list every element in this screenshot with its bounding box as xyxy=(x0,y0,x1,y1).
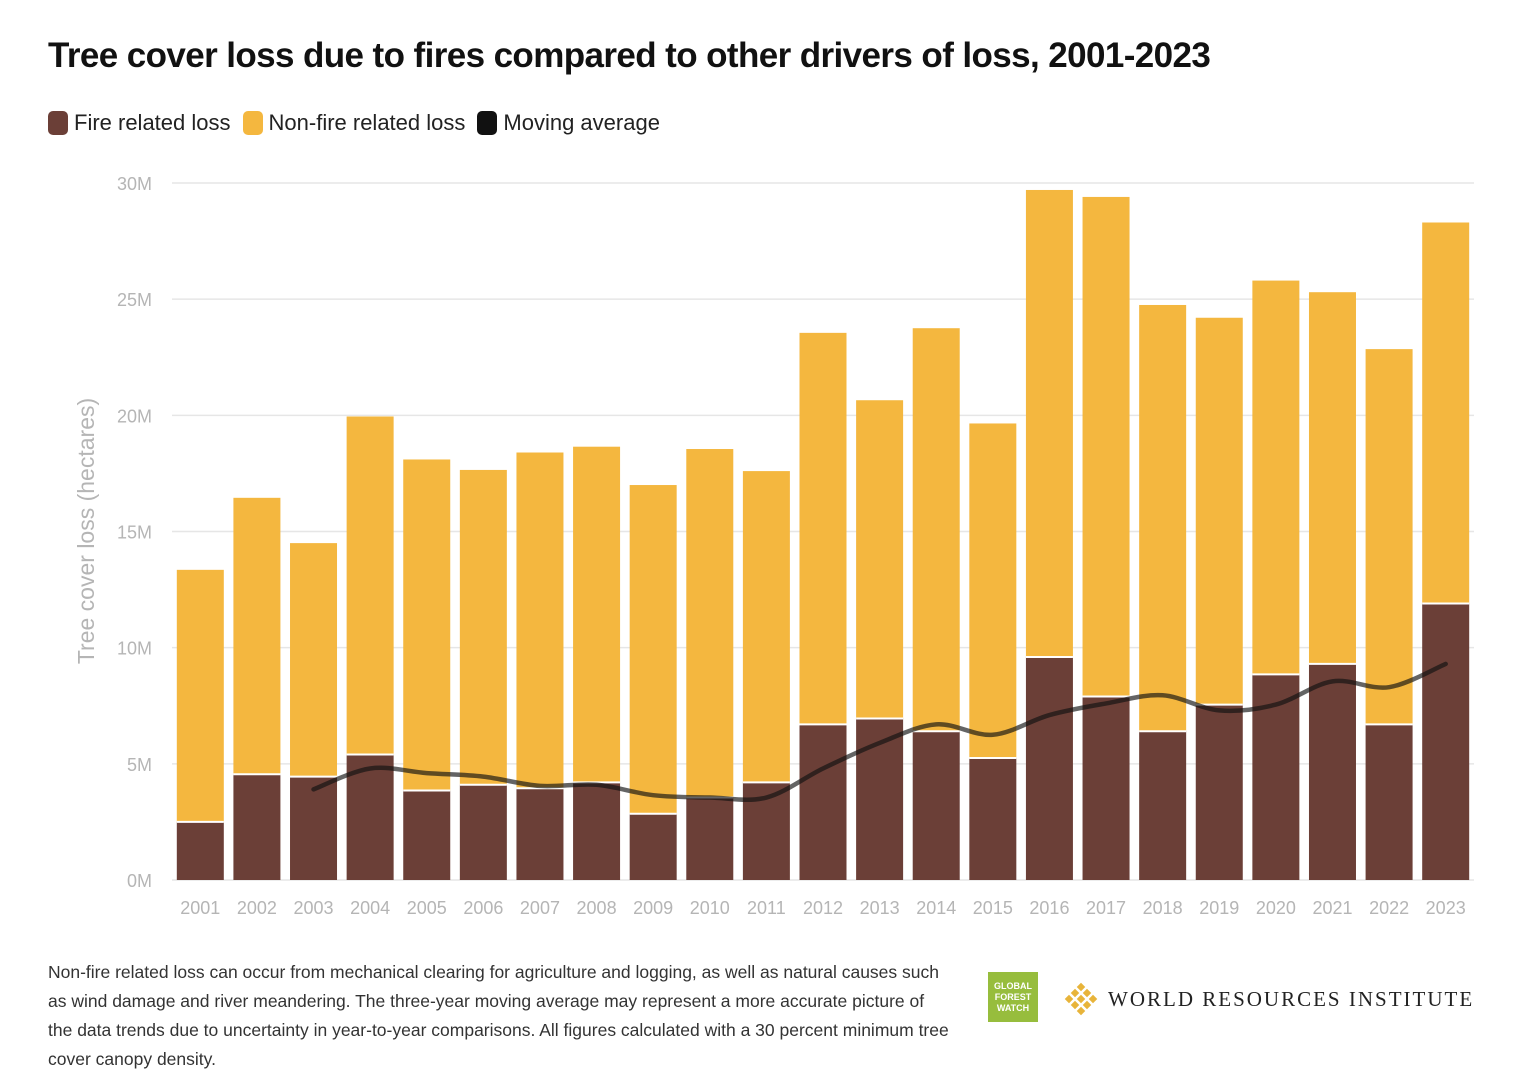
x-tick-label: 2012 xyxy=(803,898,843,918)
y-axis-label: Tree cover loss (hectares) xyxy=(73,398,99,664)
bar-fire-2016 xyxy=(1025,656,1073,880)
x-tick-label: 2023 xyxy=(1426,898,1466,918)
bar-non-fire-2022 xyxy=(1365,349,1413,725)
footnote: Non-fire related loss can occur from mec… xyxy=(48,962,949,1069)
legend-swatch-fire xyxy=(48,111,68,135)
y-tick-label: 30M xyxy=(117,174,152,194)
bar-non-fire-2016 xyxy=(1025,189,1073,657)
bar-non-fire-2001 xyxy=(176,569,224,822)
bar-non-fire-2017 xyxy=(1082,196,1130,697)
x-tick-label: 2015 xyxy=(973,898,1013,918)
legend-item-fire: Fire related loss xyxy=(48,110,231,136)
legend-label-non-fire: Non-fire related loss xyxy=(268,110,466,135)
bar-fire-2023 xyxy=(1422,603,1470,880)
x-tick-label: 2002 xyxy=(237,898,277,918)
moving-average-line xyxy=(311,661,1448,803)
bar-non-fire-2004 xyxy=(346,416,394,755)
bar-non-fire-2005 xyxy=(403,459,451,791)
wri-name: WORLD RESOURCES INSTITUTE xyxy=(1108,986,1475,1011)
bar-non-fire-2023 xyxy=(1422,222,1470,604)
bar-fire-2006 xyxy=(459,784,507,880)
y-tick-label: 0M xyxy=(127,871,152,891)
legend: Fire related loss Non-fire related loss … xyxy=(48,110,672,136)
x-tick-label: 2004 xyxy=(350,898,390,918)
x-tick-label: 2021 xyxy=(1312,898,1352,918)
global-forest-watch-logo: GLOBAL FOREST WATCH xyxy=(988,972,1038,1022)
bar-fire-2015 xyxy=(969,758,1017,880)
chart-area: 0M 5M 10M 15M 20M 25M 30M Tree cover loss (hect… xyxy=(73,174,1474,918)
bar-non-fire-2012 xyxy=(799,332,847,725)
x-tick-label: 2008 xyxy=(577,898,617,918)
bar-fire-2007 xyxy=(516,788,564,880)
bar-non-fire-2020 xyxy=(1252,280,1300,675)
legend-swatch-non-fire xyxy=(242,111,263,135)
x-tick-label: 2014 xyxy=(916,898,956,918)
bar-fire-2013 xyxy=(856,718,904,880)
bar-fire-2014 xyxy=(912,731,960,880)
bar-fire-2005 xyxy=(403,790,451,880)
legend-swatch-moving-average xyxy=(477,111,498,135)
bar-fire-2018 xyxy=(1139,731,1187,880)
legend-label-moving-average: Moving average xyxy=(503,110,660,135)
bar-non-fire-2021 xyxy=(1308,292,1356,664)
bar-non-fire-2019 xyxy=(1195,317,1243,705)
bar-non-fire-2010 xyxy=(686,449,734,798)
bar-fire-2002 xyxy=(233,774,281,880)
y-tick-label: 25M xyxy=(117,290,152,310)
bar-fire-2012 xyxy=(799,724,847,880)
x-tick-label: 2001 xyxy=(180,898,220,918)
bar-non-fire-2002 xyxy=(233,497,281,775)
x-tick-label: 2010 xyxy=(690,898,730,918)
wri-logo: WORLD RESOURCES INSTITUTE xyxy=(1064,982,1474,1016)
x-tick-label: 2018 xyxy=(1143,898,1183,918)
x-tick-label: 2005 xyxy=(407,898,447,918)
bar-non-fire-2013 xyxy=(856,400,904,719)
x-tick-label: 2006 xyxy=(463,898,503,918)
bar-fire-2003 xyxy=(290,776,338,880)
bar-non-fire-2009 xyxy=(629,485,677,814)
bar-fire-2019 xyxy=(1195,704,1243,880)
legend-item-moving-average: Moving average xyxy=(477,110,660,136)
bar-fire-2004 xyxy=(346,754,394,880)
x-tick-label: 2013 xyxy=(860,898,900,918)
bar-fire-2017 xyxy=(1082,696,1130,880)
bar-non-fire-2011 xyxy=(742,471,790,783)
x-tick-label: 2016 xyxy=(1029,898,1069,918)
y-tick-label: 5M xyxy=(127,755,152,775)
bar-non-fire-2007 xyxy=(516,452,564,789)
legend-label-fire: Fire related loss xyxy=(74,110,231,135)
y-tick-label: 10M xyxy=(117,639,152,659)
x-tick-label: 2020 xyxy=(1256,898,1296,918)
bar-fire-2021 xyxy=(1308,663,1356,880)
bar-fire-2010 xyxy=(686,797,734,880)
x-tick-label: 2017 xyxy=(1086,898,1126,918)
x-tick-label: 2022 xyxy=(1369,898,1409,918)
legend-item-non-fire: Non-fire related loss xyxy=(242,110,466,136)
x-tick-label: 2007 xyxy=(520,898,560,918)
bar-fire-2009 xyxy=(629,813,677,880)
bar-fire-2022 xyxy=(1365,724,1413,880)
bar-non-fire-2006 xyxy=(459,469,507,785)
bar-non-fire-2014 xyxy=(912,328,960,732)
bar-non-fire-2018 xyxy=(1139,304,1187,732)
bar-non-fire-2015 xyxy=(969,423,1017,759)
bar-non-fire-2008 xyxy=(573,446,621,783)
bar-fire-2008 xyxy=(573,782,621,880)
x-tick-label: 2011 xyxy=(747,898,786,918)
x-tick-label: 2019 xyxy=(1199,898,1239,918)
wri-emblem-icon xyxy=(1064,982,1098,1016)
chart-title: Tree cover loss due to fires compared to… xyxy=(48,36,1211,75)
x-tick-label: 2003 xyxy=(293,898,333,918)
bar-fire-2001 xyxy=(176,821,224,880)
y-tick-label: 20M xyxy=(117,406,152,426)
y-tick-label: 15M xyxy=(117,523,152,543)
x-tick-label: 2009 xyxy=(633,898,673,918)
bar-non-fire-2003 xyxy=(290,543,338,777)
